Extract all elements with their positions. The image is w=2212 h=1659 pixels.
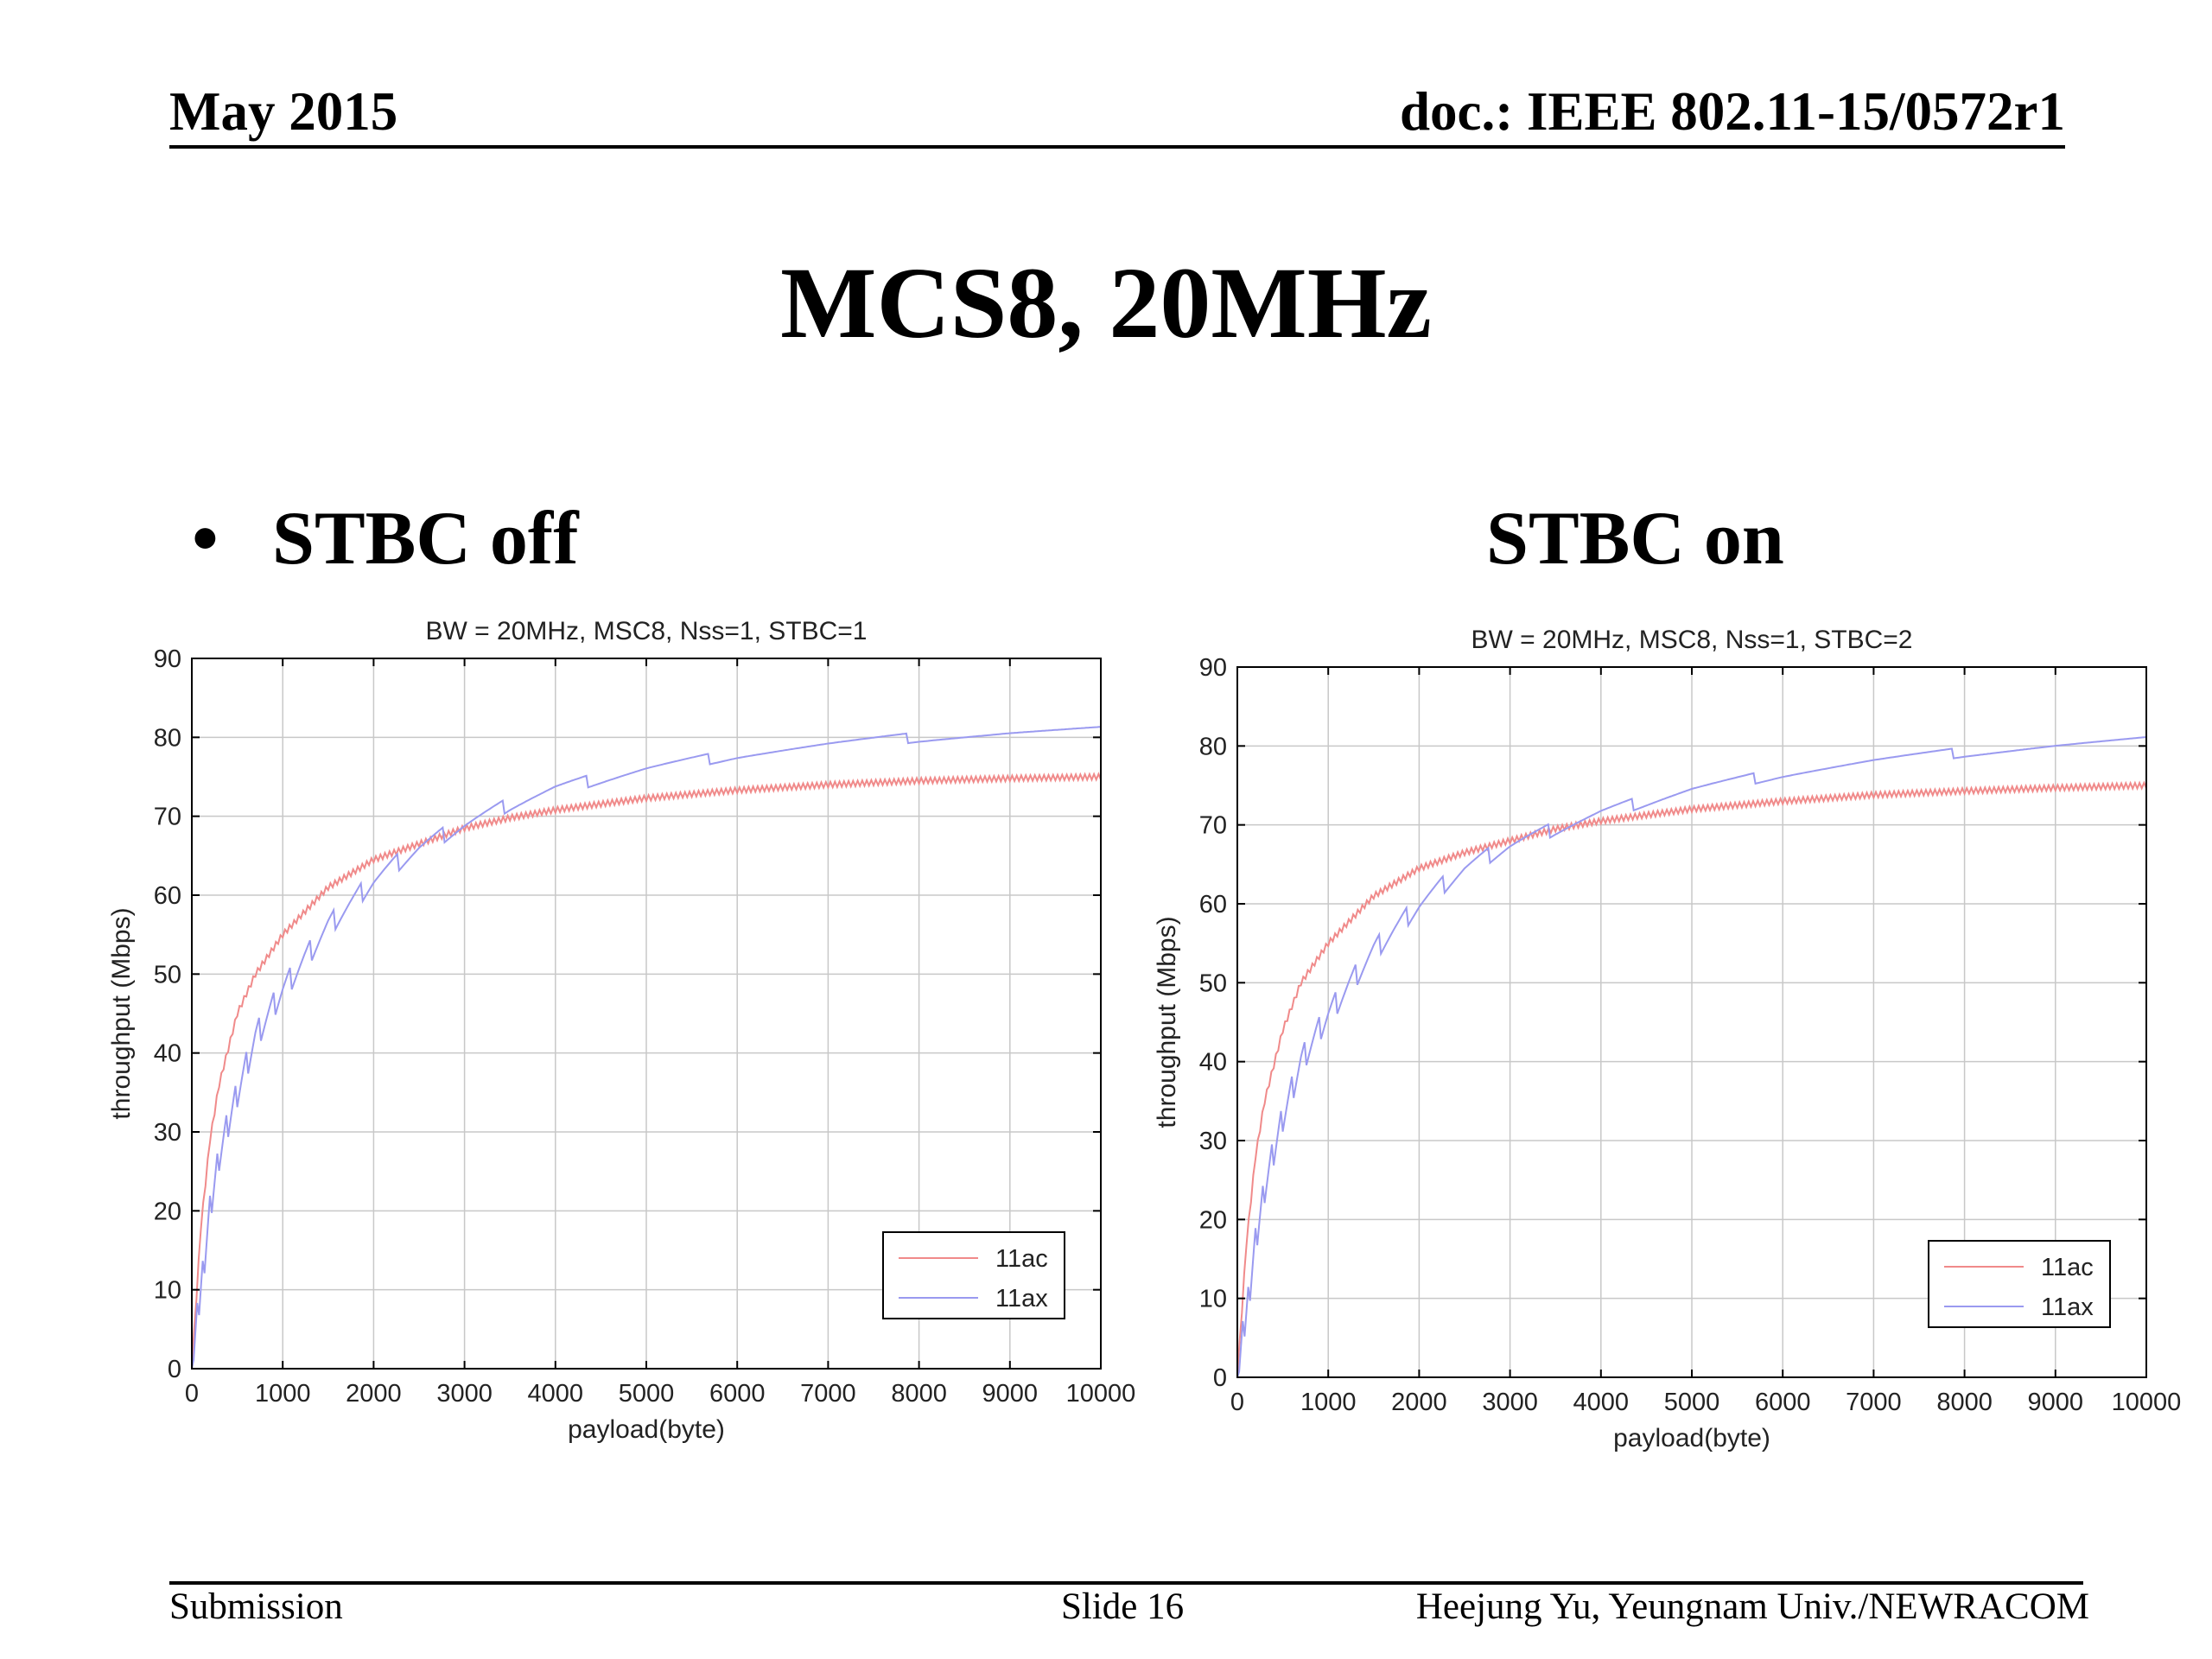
y-tick-label: 40 xyxy=(154,1040,181,1068)
x-tick-label: 7000 xyxy=(1846,1389,1902,1416)
y-tick-label: 30 xyxy=(154,1119,181,1147)
series-line-11ax xyxy=(1236,736,2147,1378)
x-tick-label: 6000 xyxy=(709,1380,766,1408)
footer-author: Heejung Yu, Yeungnam Univ./NEWRACOM xyxy=(1415,1586,2089,1627)
y-tick-label: 20 xyxy=(154,1198,181,1225)
y-tick-label: 70 xyxy=(1199,812,1227,840)
legend: 11ac 11ax xyxy=(882,1231,1065,1319)
x-tick-label: 10000 xyxy=(1066,1380,1136,1408)
x-tick-label: 0 xyxy=(185,1380,199,1408)
x-tick-label: 2000 xyxy=(1391,1389,1447,1416)
x-tick-label: 9000 xyxy=(982,1380,1039,1408)
y-tick-label: 70 xyxy=(154,804,181,831)
y-tick-label: 0 xyxy=(1213,1364,1227,1392)
footer-submission: Submission xyxy=(169,1586,343,1627)
chart-title: BW = 20MHz, MSC8, Nss=1, STBC=1 xyxy=(426,617,868,645)
chart-stbc-off: 0 1000 2000 3000 4000 5000 6000 7000 8000 9000 100… xyxy=(107,617,1136,1444)
y-tick-label: 50 xyxy=(1199,969,1227,997)
series-line-11ac xyxy=(191,772,1102,1370)
x-tick-label: 5000 xyxy=(619,1380,675,1408)
x-tick-label: 4000 xyxy=(1573,1389,1630,1416)
legend-box xyxy=(882,1231,1065,1319)
series-line-11ac xyxy=(1236,780,2147,1378)
y-tick-label: 40 xyxy=(1199,1049,1227,1077)
x-tick-label: 1000 xyxy=(255,1380,311,1408)
y-tick-label: 20 xyxy=(1199,1206,1227,1234)
legend-label-11ac: 11ac xyxy=(2041,1254,2094,1281)
y-tick-label: 50 xyxy=(154,961,181,988)
x-axis-label: payload(byte) xyxy=(1613,1424,1770,1452)
x-tick-label: 6000 xyxy=(1755,1389,1811,1416)
y-tick-label: 60 xyxy=(1199,891,1227,918)
header-doc-id: doc.: IEEE 802.11-15/0572r1 xyxy=(1399,81,2065,142)
x-tick-label: 0 xyxy=(1230,1389,1244,1416)
legend-label-11ax: 11ax xyxy=(2041,1294,2094,1321)
header-date: May 2015 xyxy=(169,81,398,142)
subtitle-stbc-off: STBC off xyxy=(272,497,579,581)
x-tick-label: 10000 xyxy=(2112,1389,2182,1416)
footer-slide-number: Slide 16 xyxy=(1061,1586,1185,1627)
y-tick-label: 90 xyxy=(1199,654,1227,682)
y-tick-label: 30 xyxy=(1199,1128,1227,1155)
y-tick-label: 80 xyxy=(1199,733,1227,760)
slide-title: MCS8, 20MHz xyxy=(780,246,1432,359)
legend-label-11ax: 11ax xyxy=(995,1285,1048,1313)
bullet-marker: • xyxy=(192,497,219,581)
chart-stbc-on: 0 1000 2000 3000 4000 5000 6000 7000 8000 9000 100… xyxy=(1153,626,2182,1452)
legend: 11ac 11ax xyxy=(1928,1240,2111,1328)
legend-box xyxy=(1928,1240,2111,1328)
x-tick-label: 5000 xyxy=(1664,1389,1720,1416)
y-axis-label: throughput (Mbps) xyxy=(107,907,136,1119)
x-axis-label: payload(byte) xyxy=(568,1415,725,1444)
y-tick-label: 90 xyxy=(154,645,181,673)
legend-label-11ac: 11ac xyxy=(995,1245,1048,1273)
x-tick-label: 4000 xyxy=(528,1380,584,1408)
x-tick-label: 8000 xyxy=(1936,1389,1993,1416)
x-tick-label: 8000 xyxy=(891,1380,947,1408)
x-tick-label: 7000 xyxy=(800,1380,856,1408)
x-tick-label: 2000 xyxy=(346,1380,402,1408)
y-tick-label: 0 xyxy=(168,1356,181,1383)
y-tick-label: 10 xyxy=(154,1277,181,1305)
subtitle-stbc-on: STBC on xyxy=(1486,497,1784,581)
x-tick-label: 1000 xyxy=(1300,1389,1357,1416)
x-tick-label: 3000 xyxy=(436,1380,493,1408)
header-rule xyxy=(169,145,2065,149)
y-axis-label: throughput (Mbps) xyxy=(1153,916,1181,1128)
x-tick-label: 3000 xyxy=(1482,1389,1538,1416)
series-line-11ax xyxy=(191,726,1102,1370)
y-tick-label: 10 xyxy=(1199,1286,1227,1313)
y-tick-label: 60 xyxy=(154,882,181,910)
chart-title: BW = 20MHz, MSC8, Nss=1, STBC=2 xyxy=(1471,626,1913,654)
y-tick-label: 80 xyxy=(154,724,181,752)
x-tick-label: 9000 xyxy=(2028,1389,2084,1416)
footer-rule xyxy=(169,1581,2083,1585)
